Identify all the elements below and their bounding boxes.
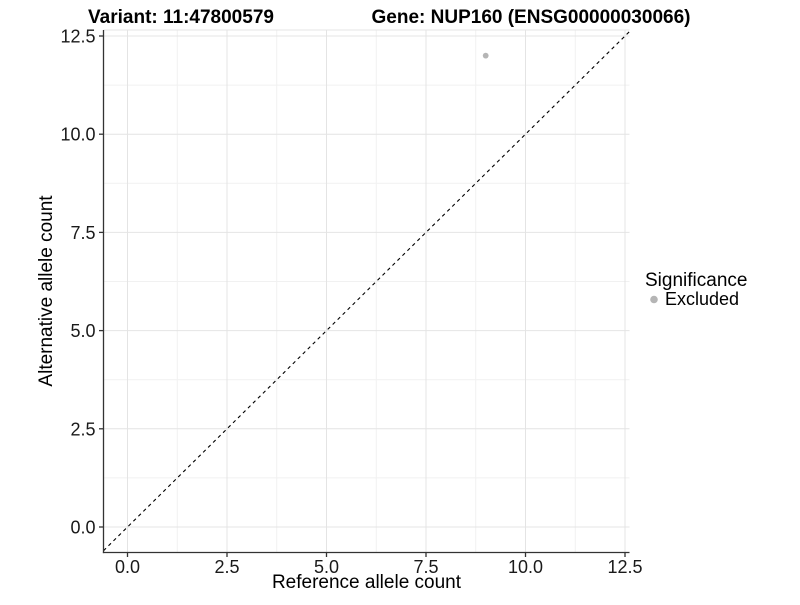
major-gridlines <box>103 29 630 553</box>
x-tick-label: 10.0 <box>508 557 543 577</box>
y-tick-label: 12.5 <box>60 27 95 47</box>
x-tick-label: 12.5 <box>607 557 642 577</box>
x-tick-label: 2.5 <box>214 557 239 577</box>
scatter-point-excluded <box>482 52 489 59</box>
variant-title: Variant: 11:47800579 <box>88 7 274 28</box>
legend: Significance Excluded <box>645 270 747 309</box>
y-tick-label: 10.0 <box>60 125 95 145</box>
axes <box>102 30 630 554</box>
x-axis-title: Reference allele count <box>272 572 462 593</box>
y-tick-label: 0.0 <box>70 518 95 538</box>
y-tick-label: 5.0 <box>70 321 95 341</box>
x-tick-label: 5.0 <box>314 557 339 577</box>
data-points <box>482 52 489 59</box>
identity-line-dashed <box>103 31 630 552</box>
gene-title: Gene: NUP160 (ENSG00000030066) <box>372 7 691 28</box>
minor-gridlines <box>103 30 630 553</box>
x-tick-label: 0.0 <box>115 557 140 577</box>
y-tick-label: 7.5 <box>70 223 95 243</box>
tick-marks-and-labels: 0.0 2.5 5.0 7.5 10.0 12.5 0.0 2.5 5.0 7.5 10.0 12.5 <box>60 27 642 578</box>
y-tick-label: 2.5 <box>70 419 95 439</box>
y-axis-title: Alternative allele count <box>36 195 57 387</box>
legend-key-excluded-dot <box>650 295 658 304</box>
x-tick-label: 7.5 <box>413 557 438 577</box>
legend-item-excluded-label: Excluded <box>665 289 739 309</box>
legend-title: Significance <box>645 270 747 291</box>
identity-reference-line <box>103 31 630 552</box>
